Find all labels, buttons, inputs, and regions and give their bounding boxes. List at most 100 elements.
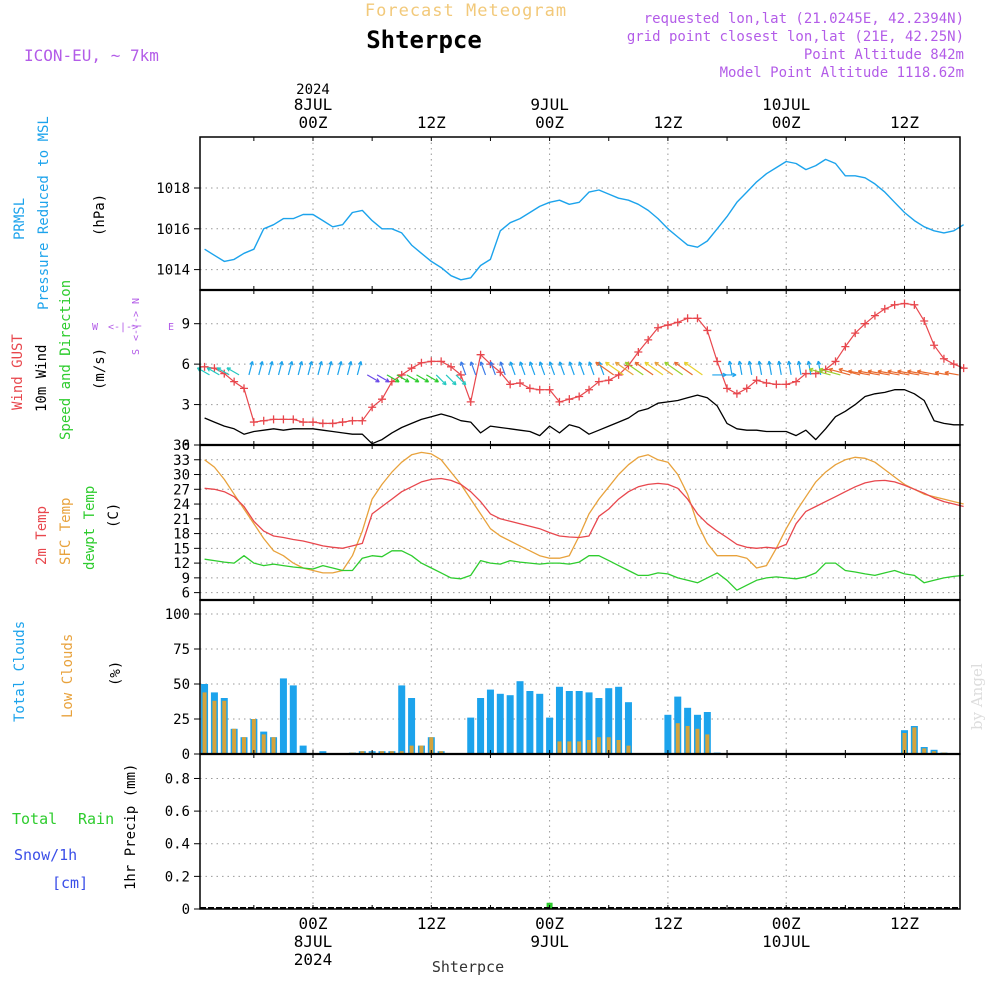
wind-direction-arrow bbox=[248, 360, 254, 376]
total-clouds-bar bbox=[664, 714, 672, 754]
pressure-panel-frame bbox=[199, 136, 961, 291]
compass-rose: N S W E <-|-> <-|-> bbox=[92, 298, 174, 355]
wind-direction-arrow bbox=[406, 374, 420, 383]
top-time-label-3-0: 12Z bbox=[653, 113, 682, 132]
wind-direction-arrow bbox=[727, 360, 733, 376]
gust-marker bbox=[683, 314, 692, 323]
temperature-ytick-label-4: 18 bbox=[173, 527, 190, 543]
low-clouds-bar bbox=[577, 741, 582, 754]
total-clouds-bar bbox=[624, 702, 632, 754]
clouds-unit: (%) bbox=[108, 661, 124, 686]
total-clouds-bar bbox=[477, 698, 485, 754]
footer-location: Shterpce bbox=[432, 958, 504, 976]
wind-direction-arrow bbox=[907, 369, 930, 376]
pressure-ytick-label-1: 1016 bbox=[156, 222, 190, 238]
gust-marker bbox=[535, 385, 544, 394]
wind-direction-arrow bbox=[396, 374, 410, 383]
wind-direction-arrow bbox=[747, 360, 753, 376]
top-time-label-4-1: 00Z bbox=[772, 113, 801, 132]
low-clouds-bar bbox=[567, 741, 572, 754]
gust-marker bbox=[545, 385, 554, 394]
low-clouds-bar bbox=[261, 734, 266, 754]
low-clouds-bar bbox=[587, 740, 592, 754]
gust-marker bbox=[407, 364, 416, 373]
total-clouds-bar bbox=[289, 685, 297, 754]
total-clouds-bar bbox=[605, 688, 613, 754]
gust-marker bbox=[959, 364, 968, 373]
wind-direction-arrow bbox=[654, 361, 674, 376]
gust-marker bbox=[525, 384, 534, 393]
total-clouds-bar bbox=[565, 691, 573, 754]
gust-marker bbox=[782, 380, 791, 389]
precipitation-ytick-label-3: 0.6 bbox=[165, 804, 190, 820]
compass-e: E bbox=[168, 322, 174, 333]
gust-marker bbox=[821, 365, 830, 374]
temperature-ytick-label-10: 36 bbox=[173, 438, 190, 454]
frame-layer bbox=[199, 136, 961, 910]
precipitation-panel-frame bbox=[199, 753, 961, 910]
total-clouds-bar bbox=[575, 691, 583, 754]
gust-marker bbox=[939, 354, 948, 363]
precip-unit: 1hr Precip (mm) bbox=[123, 764, 139, 890]
gust-marker bbox=[437, 357, 446, 366]
wind-direction-arrow bbox=[297, 360, 304, 376]
gust-marker bbox=[565, 395, 574, 404]
wind-direction-arrow bbox=[307, 360, 314, 376]
gust-marker bbox=[466, 397, 475, 406]
wind-direction-arrow bbox=[737, 360, 743, 376]
requested-coords: requested lon,lat (21.0245E, 42.2394N) bbox=[644, 11, 964, 27]
temperature-ytick-label-1: 9 bbox=[182, 571, 190, 587]
wind-direction-arrow bbox=[258, 360, 264, 376]
bottom-time-label-5-0: 12Z bbox=[890, 914, 919, 933]
top-time-label-1-0: 12Z bbox=[417, 113, 446, 132]
gust-marker bbox=[368, 403, 377, 412]
gust-marker bbox=[555, 397, 564, 406]
compass-s: S bbox=[131, 349, 142, 355]
wind-direction-arrow bbox=[317, 360, 323, 376]
wind-direction-arrow bbox=[664, 361, 684, 376]
wind-direction-arrow bbox=[337, 360, 343, 376]
low-clouds-bar bbox=[606, 737, 611, 754]
temperature-ytick-label-6: 24 bbox=[173, 497, 190, 513]
wind-direction-arrow bbox=[568, 361, 575, 376]
wind-direction-arrow bbox=[268, 360, 274, 376]
wind-direction-arrow bbox=[226, 367, 240, 376]
wind-direction-arrow bbox=[519, 361, 526, 376]
cloud-labels: Total Clouds Low Clouds (%) bbox=[12, 621, 124, 722]
low-clouds-bar bbox=[439, 751, 444, 754]
wind-dir-label: Speed and Direction bbox=[58, 280, 74, 440]
wind-direction-arrow bbox=[287, 360, 294, 376]
gust-marker bbox=[851, 329, 860, 338]
temp-dew-label: dewpt Temp bbox=[82, 486, 98, 570]
top-year-label: 2024 bbox=[296, 82, 330, 98]
total-clouds-bar bbox=[408, 698, 416, 754]
gust-marker bbox=[703, 326, 712, 335]
low-clouds-bar bbox=[241, 737, 246, 754]
wind-direction-arrow bbox=[614, 361, 634, 376]
wind-direction-arrow bbox=[808, 367, 831, 376]
wind-direction-arrow bbox=[426, 374, 440, 383]
wind-direction-arrow bbox=[469, 361, 477, 376]
wind-direction-arrow bbox=[916, 369, 940, 376]
wind-direction-arrow bbox=[435, 374, 447, 386]
grid-layer bbox=[200, 137, 960, 909]
temperature-ytick-label-2: 12 bbox=[173, 556, 190, 572]
wind-direction-arrow bbox=[806, 360, 812, 376]
wind-direction-arrow bbox=[509, 361, 516, 376]
wind-direction-arrow bbox=[897, 369, 920, 376]
gust-marker bbox=[417, 358, 426, 367]
low-clouds-bar bbox=[232, 728, 237, 754]
temperature-ytick-label-3: 15 bbox=[173, 541, 190, 557]
total-clouds-bar bbox=[546, 717, 554, 754]
snow-label: Snow/1h bbox=[14, 846, 77, 864]
temp-2m-line bbox=[204, 477, 964, 549]
gust-marker bbox=[663, 321, 672, 330]
rain-labels: Total Rain Snow/1h [cm] 1hr Precip (mm) bbox=[12, 764, 139, 892]
total-clouds-bar bbox=[299, 745, 307, 754]
wind-direction-arrow bbox=[722, 372, 737, 378]
gust-marker bbox=[841, 342, 850, 351]
wind-direction-arrow bbox=[887, 369, 910, 376]
gust-marker bbox=[614, 370, 623, 379]
gust-marker bbox=[900, 299, 909, 308]
